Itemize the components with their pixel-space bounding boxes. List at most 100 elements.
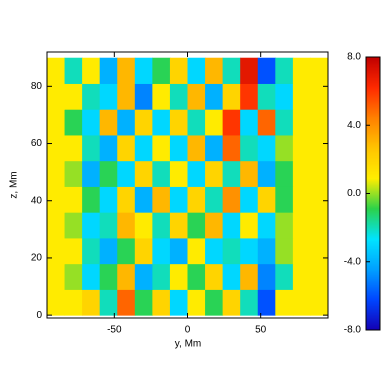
heat-cell [82, 83, 101, 110]
colorbar [366, 179, 380, 181]
colorbar [366, 198, 380, 200]
heat-cell [310, 134, 328, 162]
heat-cell [82, 160, 101, 187]
colorbar [366, 311, 380, 313]
x-tick-label: -50 [107, 325, 122, 336]
heat-cell [257, 83, 276, 110]
colorbar [366, 320, 380, 322]
heat-cell [117, 160, 136, 187]
colorbar [366, 112, 380, 114]
heat-cell [222, 160, 241, 187]
colorbar [366, 327, 380, 329]
colorbar [366, 269, 380, 271]
heat-cell [257, 186, 276, 213]
colorbar [366, 294, 380, 296]
colorbar [366, 80, 380, 82]
colorbar [366, 192, 380, 194]
colorbar [366, 274, 380, 276]
heat-cell [292, 263, 311, 290]
heat-cell [117, 263, 136, 290]
heat-cell [187, 263, 206, 290]
heat-cell [117, 83, 136, 110]
colorbar [366, 321, 380, 323]
colorbar [366, 222, 380, 224]
heat-cell [187, 237, 206, 265]
colorbar [366, 207, 380, 209]
colorbar [366, 210, 380, 212]
colorbar [366, 148, 380, 150]
heat-cell [117, 289, 136, 316]
colorbar [366, 199, 380, 201]
colorbar [366, 291, 380, 293]
heat-cell [222, 237, 241, 265]
heat-cell [99, 109, 118, 136]
colorbar [366, 166, 380, 168]
heat-cell [292, 212, 311, 239]
heat-cell [205, 186, 224, 213]
colorbar [366, 276, 380, 278]
heat-cell [99, 237, 118, 265]
heat-cell [310, 160, 328, 187]
heat-cell [310, 83, 328, 110]
colorbar [366, 74, 380, 76]
colorbar [366, 313, 380, 315]
colorbar [366, 220, 380, 222]
heat-cell [169, 134, 188, 162]
colorbar [366, 100, 380, 102]
heat-cell [275, 83, 294, 110]
colorbar [366, 135, 380, 137]
heat-cell [187, 186, 206, 213]
colorbar [366, 134, 380, 136]
colorbar [366, 277, 380, 279]
heat-cell [47, 263, 66, 290]
heat-cell [240, 237, 259, 265]
colorbar [366, 226, 380, 228]
heat-cell [99, 263, 118, 290]
colorbar [366, 233, 380, 235]
colorbar [366, 149, 380, 151]
colorbar [366, 308, 380, 310]
colorbar [366, 242, 380, 244]
colorbar [366, 111, 380, 113]
heat-cell [169, 83, 188, 110]
colorbar [366, 60, 380, 62]
colorbar [366, 82, 380, 84]
heat-cell [292, 237, 311, 265]
heat-cell [169, 289, 188, 316]
colorbar [366, 305, 380, 307]
colorbar [366, 326, 380, 328]
colorbar [366, 306, 380, 308]
heat-cell [47, 212, 66, 239]
colorbar [366, 290, 380, 292]
heat-cell [82, 263, 101, 290]
colorbar [366, 231, 380, 233]
heat-cell [205, 263, 224, 290]
colorbar [366, 113, 380, 115]
colorbar [366, 257, 380, 259]
heat-cell [292, 109, 311, 136]
colorbar [366, 57, 380, 59]
colorbar [366, 323, 380, 325]
colorbar [366, 223, 380, 225]
heat-cell [64, 57, 83, 84]
heat-cell [117, 237, 136, 265]
colorbar [366, 147, 380, 149]
colorbar [366, 304, 380, 306]
colorbar [366, 253, 380, 255]
colorbar [366, 301, 380, 303]
heat-cell [257, 289, 276, 316]
colorbar [366, 193, 380, 195]
colorbar [366, 325, 380, 327]
heat-cell [240, 186, 259, 213]
colorbar [366, 121, 380, 123]
colorbar [366, 70, 380, 72]
colorbar [366, 107, 380, 109]
colorbar [366, 62, 380, 64]
colorbar [366, 177, 380, 179]
colorbar [366, 122, 380, 124]
heat-cell [292, 186, 311, 213]
heat-cell [64, 186, 83, 213]
heat-cell [64, 263, 83, 290]
colorbar [366, 214, 380, 216]
colorbar [366, 126, 380, 128]
